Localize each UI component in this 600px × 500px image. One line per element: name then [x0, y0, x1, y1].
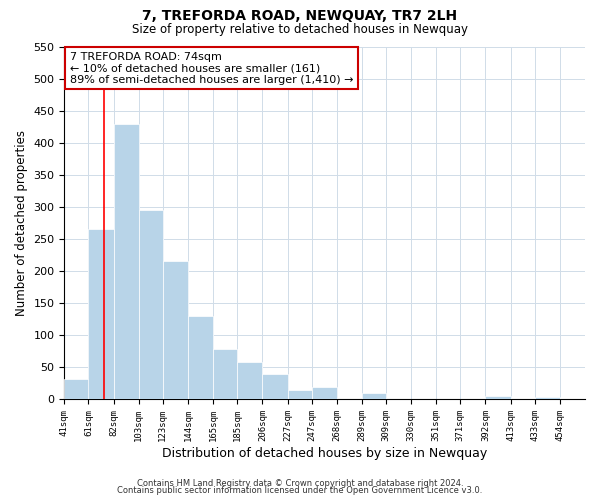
Bar — [535, 397, 560, 400]
Text: Contains HM Land Registry data © Crown copyright and database right 2024.: Contains HM Land Registry data © Crown c… — [137, 478, 463, 488]
Bar — [485, 396, 511, 400]
Bar — [362, 393, 386, 400]
Y-axis label: Number of detached properties: Number of detached properties — [15, 130, 28, 316]
Text: 7 TREFORDA ROAD: 74sqm
← 10% of detached houses are smaller (161)
89% of semi-de: 7 TREFORDA ROAD: 74sqm ← 10% of detached… — [70, 52, 353, 85]
Bar — [262, 374, 287, 400]
Bar — [139, 210, 163, 400]
Text: Contains public sector information licensed under the Open Government Licence v3: Contains public sector information licen… — [118, 486, 482, 495]
Bar — [88, 230, 113, 400]
Bar — [237, 362, 262, 400]
X-axis label: Distribution of detached houses by size in Newquay: Distribution of detached houses by size … — [162, 447, 487, 460]
Bar — [113, 124, 139, 400]
Bar — [287, 390, 311, 400]
Text: Size of property relative to detached houses in Newquay: Size of property relative to detached ho… — [132, 22, 468, 36]
Bar — [311, 386, 337, 400]
Bar — [213, 349, 237, 400]
Bar — [163, 262, 188, 400]
Bar — [188, 316, 213, 400]
Bar — [64, 379, 89, 400]
Text: 7, TREFORDA ROAD, NEWQUAY, TR7 2LH: 7, TREFORDA ROAD, NEWQUAY, TR7 2LH — [142, 9, 458, 23]
